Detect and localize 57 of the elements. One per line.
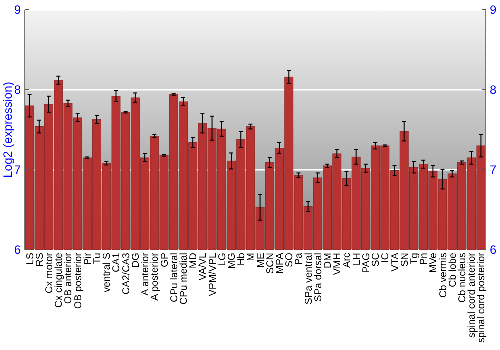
x-tick-label: VMH: [332, 253, 344, 276]
x-tick-label: LH: [352, 253, 363, 266]
x-tick-label: MPA: [275, 252, 286, 274]
x-tick-label: MVe: [428, 252, 440, 274]
x-tick-label: LS: [25, 252, 36, 266]
x-tick-label: CA2/CA3: [121, 252, 132, 295]
x-tick-label: spinal cord anterior: [467, 252, 478, 338]
x-tick-label: A posterior: [150, 252, 162, 301]
x-tick-label: Pir: [82, 252, 94, 266]
x-tick-label: Cb nucleus: [457, 253, 468, 304]
x-tick-label: Hb: [236, 252, 248, 266]
x-tick-label: LG: [217, 252, 228, 266]
x-tick-label: Cb lobe: [448, 252, 459, 288]
x-tick-label: ME: [256, 252, 267, 268]
x-tick-label: Tu: [92, 253, 104, 264]
x-tick-label: Cx motor: [44, 252, 56, 294]
x-tick-label: Pn: [419, 253, 430, 266]
x-tick-label: A anterior: [140, 252, 152, 296]
x-tick-label: Arc: [342, 253, 354, 268]
y2-tick-label: 9: [490, 3, 497, 18]
x-tick-label: SPa ventral: [304, 253, 315, 305]
x-tick-label: CPu medial: [178, 253, 190, 305]
x-tick-label: CPu lateral: [169, 253, 180, 302]
y-tick-label: 7: [14, 163, 22, 178]
x-tick-label: OB anterior: [64, 252, 75, 304]
y-tick-label: 6: [14, 243, 22, 258]
x-tick-label: VPM/VPL: [208, 252, 219, 296]
x-tick-label: SCN: [265, 253, 276, 274]
x-tick-label: spinal cord posterior: [476, 252, 488, 344]
x-tick-label: DG: [130, 252, 142, 268]
x-tick-label: M: [246, 253, 258, 262]
x-tick-label: Cx cingulate: [54, 252, 66, 308]
x-tick-label: SO: [284, 252, 296, 268]
x-tick-label: ventral S: [102, 252, 114, 292]
x-tick-label: DM: [323, 253, 334, 269]
x-tick-label: MG: [226, 252, 238, 270]
x-tick-label: OB posterior: [73, 252, 84, 310]
x-tick-label: IC: [380, 253, 392, 263]
x-tick-label: CA1: [112, 252, 123, 272]
x-tick-label: MD: [188, 253, 200, 269]
x-tick-label: GP: [160, 252, 171, 268]
x-tick-label: RS: [34, 252, 46, 267]
x-tick-label: Tg: [409, 253, 420, 265]
x-tick-label: Cb vermis: [438, 253, 450, 298]
y2-tick-label: 7: [490, 163, 497, 178]
x-tick-label: SC: [371, 253, 382, 267]
x-tick-label: VA/VL: [198, 252, 210, 281]
y2-tick-label: 8: [490, 83, 497, 98]
y-tick-label: 8: [14, 83, 22, 98]
y-axis-title: Log2 (expression): [1, 82, 15, 178]
x-tick-label: SPa dorsal: [313, 253, 324, 302]
x-tick-label: VTA: [390, 252, 402, 272]
y-tick-label: 9: [14, 3, 22, 18]
x-tick-label: SN: [400, 253, 411, 267]
x-tick-label: Pa: [294, 252, 306, 266]
y2-tick-label: 6: [490, 243, 497, 258]
x-tick-label: PAG: [361, 252, 372, 274]
